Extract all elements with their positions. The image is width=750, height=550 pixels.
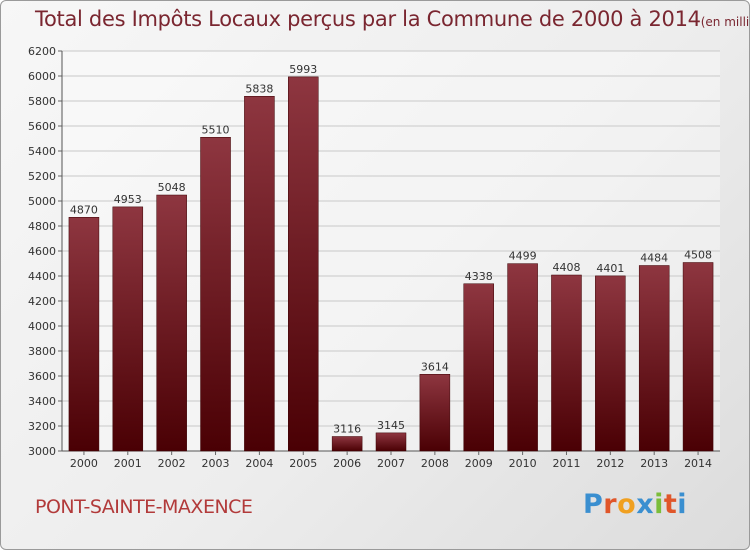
bar-2000 xyxy=(68,217,100,452)
logo-letter: o xyxy=(617,489,637,520)
y-tick-label: 3200 xyxy=(28,420,56,433)
x-tick-label: 2004 xyxy=(245,457,273,470)
y-tick-label: 4200 xyxy=(28,295,56,308)
data-label: 4408 xyxy=(552,261,580,274)
x-tick-label: 2010 xyxy=(509,457,537,470)
x-tick-label: 2014 xyxy=(684,457,712,470)
x-tick-label: 2008 xyxy=(421,457,449,470)
y-tick-label: 4400 xyxy=(28,270,56,283)
y-tick-label: 5000 xyxy=(28,195,56,208)
bar-2014 xyxy=(682,262,714,452)
bar-2006 xyxy=(331,436,363,452)
data-label: 4484 xyxy=(640,252,668,265)
bar-2009 xyxy=(463,283,494,452)
x-tick-label: 2012 xyxy=(596,457,624,470)
bar-2011 xyxy=(551,274,582,452)
data-label: 5838 xyxy=(245,82,273,95)
logo-letter: x xyxy=(636,489,655,520)
data-label: 3614 xyxy=(421,360,449,373)
bar-2004 xyxy=(244,96,275,452)
data-label: 4870 xyxy=(70,203,98,216)
logo-letter: i xyxy=(677,489,688,520)
x-tick-label: 2000 xyxy=(70,457,98,470)
y-tick-label: 6200 xyxy=(28,45,56,58)
x-tick-label: 2006 xyxy=(333,457,361,470)
logo-letter: P xyxy=(583,489,604,520)
logo-letter: t xyxy=(663,489,678,520)
y-tick-label: 5400 xyxy=(28,145,56,158)
bar-2012 xyxy=(595,275,626,452)
y-tick-label: 4000 xyxy=(28,320,56,333)
x-tick-label: 2003 xyxy=(202,457,230,470)
commune-name: PONT-SAINTE-MAXENCE xyxy=(35,496,253,518)
bar-2001 xyxy=(112,206,144,452)
y-tick-label: 3400 xyxy=(28,395,56,408)
data-label: 4953 xyxy=(114,193,142,206)
y-tick-label: 5600 xyxy=(28,120,56,133)
chart-title: Total des Impôts Locaux perçus par la Co… xyxy=(35,7,750,31)
x-tick-label: 2005 xyxy=(289,457,317,470)
y-tick-label: 4800 xyxy=(28,220,56,233)
data-label: 3116 xyxy=(333,423,361,436)
data-label: 4499 xyxy=(509,250,537,263)
bar-2002 xyxy=(156,194,187,452)
title-unit: (en milliers d'€) xyxy=(700,15,750,29)
y-tick-label: 4600 xyxy=(28,245,56,258)
data-label: 4338 xyxy=(465,270,493,283)
y-tick-label: 6000 xyxy=(28,70,56,83)
logo-letter: r xyxy=(603,489,618,520)
title-text: Total des Impôts Locaux perçus par la Co… xyxy=(35,7,701,31)
x-tick-label: 2013 xyxy=(640,457,668,470)
data-label: 3145 xyxy=(377,419,405,432)
data-label: 5510 xyxy=(202,123,230,136)
y-tick-label: 3000 xyxy=(28,445,56,458)
data-label: 4401 xyxy=(596,262,624,275)
bar-2013 xyxy=(638,265,670,452)
data-label: 5048 xyxy=(158,181,186,194)
y-tick-label: 5200 xyxy=(28,170,56,183)
x-tick-label: 2002 xyxy=(158,457,186,470)
y-tick-label: 3800 xyxy=(28,345,56,358)
x-tick-label: 2011 xyxy=(552,457,580,470)
bar-2010 xyxy=(507,263,538,452)
x-tick-label: 2007 xyxy=(377,457,405,470)
bar-2007 xyxy=(375,432,407,452)
logo-letter: i xyxy=(654,489,664,520)
bar-2008 xyxy=(419,374,451,452)
data-label: 4508 xyxy=(684,249,712,262)
bar-2003 xyxy=(200,137,231,452)
data-label: 5993 xyxy=(289,63,317,76)
proxiti-logo: Proxiti xyxy=(583,489,687,520)
x-tick-label: 2001 xyxy=(114,457,142,470)
y-tick-label: 3600 xyxy=(28,370,56,383)
bar-2005 xyxy=(288,76,319,452)
y-tick-label: 5800 xyxy=(28,95,56,108)
x-tick-label: 2009 xyxy=(465,457,493,470)
